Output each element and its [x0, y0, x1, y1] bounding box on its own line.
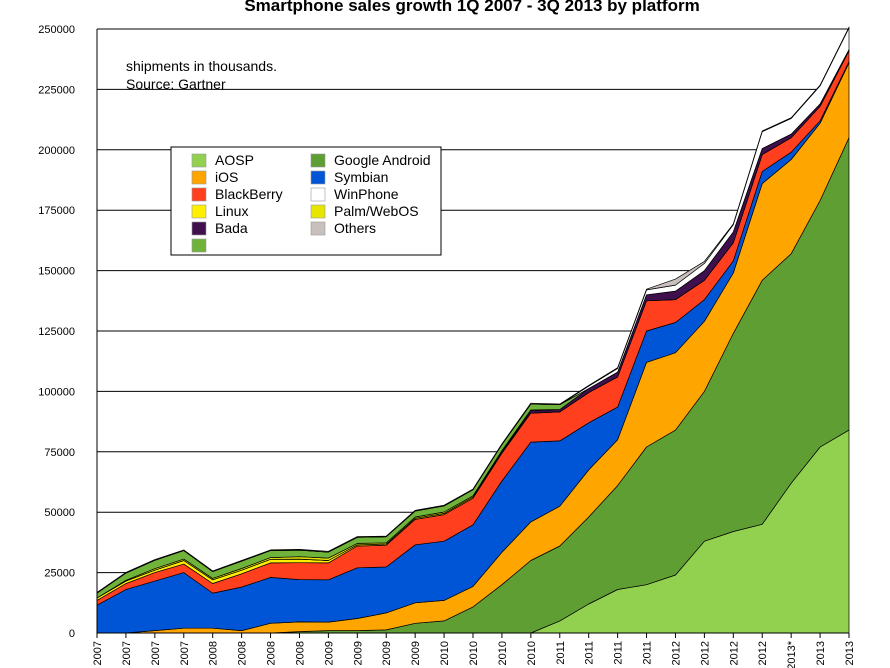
- y-tick-label: 225000: [38, 84, 75, 96]
- x-tick-label: 2Q 2012: [699, 641, 711, 668]
- x-tick-label: 2Q 2008: [237, 641, 249, 668]
- legend-label: Bada: [215, 220, 248, 236]
- legend-swatch: [191, 153, 207, 168]
- legend-swatch: [191, 170, 207, 185]
- x-tick-label: 4Q 2007: [179, 641, 191, 668]
- y-tick-label: 200000: [38, 145, 75, 157]
- axes: [96, 29, 850, 638]
- y-tick-label: 50000: [44, 507, 75, 519]
- legend-label: Palm/WebOS: [334, 203, 419, 219]
- y-tick-label: 25000: [44, 568, 75, 580]
- x-tick-label: 2Q 2013: [815, 641, 827, 668]
- x-tick-label: 2Q 2009: [352, 641, 364, 668]
- y-tick-labels: 2500002250002000001750001500001250001000…: [38, 24, 75, 640]
- y-tick-label: 125000: [38, 326, 75, 338]
- y-tick-label: 0: [69, 628, 75, 640]
- x-tick-label: 4Q 2010: [526, 641, 538, 668]
- area-series-others: [96, 26, 850, 594]
- stacked-areas: [96, 26, 850, 634]
- legend-label: Others: [334, 220, 376, 236]
- x-tick-label: 4Q 2008: [294, 641, 306, 668]
- legend-label: Linux: [215, 203, 248, 219]
- x-tick-label: 4Q 2009: [410, 641, 422, 668]
- x-tick-label: 2Q 2010: [468, 641, 480, 668]
- legend-label: iOS: [215, 169, 238, 185]
- x-tick-label: 4Q 2012: [757, 641, 769, 668]
- x-tick-label: 2Q 2011: [584, 641, 596, 668]
- x-tick-label: 3Q 2011: [613, 641, 625, 668]
- legend-swatch: [191, 238, 207, 253]
- legend-label: BlackBerry: [215, 186, 283, 202]
- legend-swatch: [191, 204, 207, 219]
- annotation-line-1: shipments in thousands.: [126, 58, 277, 74]
- x-tick-label: 1Q 2013*: [786, 640, 798, 668]
- x-tick-label: 3Q 2008: [266, 641, 278, 668]
- x-tick-label: 1Q 2008: [208, 641, 220, 668]
- x-tick-label: 1Q 2012: [670, 641, 682, 668]
- y-tick-label: 100000: [38, 386, 75, 398]
- x-tick-label: 3Q 2012: [728, 641, 740, 668]
- y-tick-label: 75000: [44, 447, 75, 459]
- legend-box: [170, 146, 442, 256]
- y-tick-label: 250000: [38, 24, 75, 36]
- legend-swatch: [310, 170, 326, 185]
- x-tick-label: 1Q 2010: [439, 641, 451, 668]
- chart-title: Smartphone sales growth 1Q 2007 - 3Q 201…: [244, 0, 699, 15]
- x-tick-label: 4Q 2011: [642, 641, 654, 668]
- x-tick-label: 3Q 2013: [844, 641, 856, 668]
- y-tick-label: 175000: [38, 205, 75, 217]
- x-tick-label: 3Q 2009: [381, 641, 393, 668]
- x-tick-label: 1Q 2009: [323, 641, 335, 668]
- x-tick-labels: 1Q 2007 2Q 2007 3Q 2007 4Q 2007 1Q 2008 2Q 20…: [92, 640, 856, 668]
- x-tick-label: 3Q 2007: [150, 641, 162, 668]
- annotation-line-2: Source: Gartner: [126, 76, 226, 92]
- legend-swatch: [310, 153, 326, 168]
- legend-label: Symbian: [334, 169, 388, 185]
- y-tick-label: 150000: [38, 266, 75, 278]
- x-tick-label: 1Q 2007: [92, 641, 104, 668]
- legend-label: AOSP: [215, 152, 254, 168]
- legend-label: Google Android: [334, 152, 431, 168]
- x-tick-label: 1Q 2011: [555, 641, 567, 668]
- legend-swatch: [310, 187, 326, 202]
- legend-swatch: [191, 187, 207, 202]
- legend-label: WinPhone: [334, 186, 399, 202]
- x-tick-label: 3Q 2010: [497, 641, 509, 668]
- legend-swatch: [310, 221, 326, 236]
- legend-swatch: [310, 204, 326, 219]
- legend-swatch: [191, 221, 207, 236]
- x-tick-label: 2Q 2007: [121, 641, 133, 668]
